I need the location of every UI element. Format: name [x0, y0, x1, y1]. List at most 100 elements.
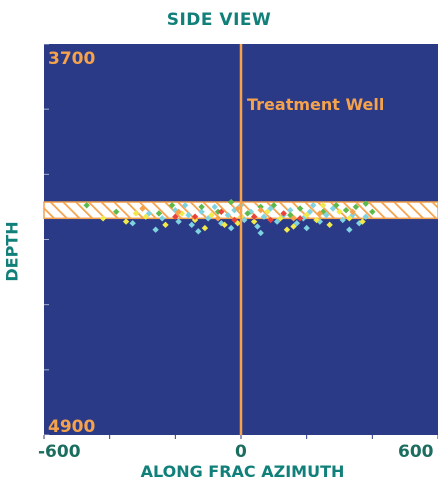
- data-point: [326, 221, 333, 229]
- data-point: [336, 208, 343, 216]
- data-point: [142, 213, 149, 220]
- data-point: [175, 218, 182, 225]
- data-point: [267, 205, 274, 212]
- data-point: [188, 221, 195, 229]
- data-point: [204, 215, 212, 222]
- data-point: [293, 220, 301, 227]
- data-point: [129, 220, 136, 227]
- x-tick-label-zero: 0: [235, 442, 247, 462]
- data-point: [290, 223, 297, 230]
- data-point: [198, 208, 205, 216]
- data-point: [319, 202, 327, 209]
- data-point: [339, 216, 346, 224]
- data-point: [152, 226, 159, 233]
- data-point: [227, 224, 235, 232]
- data-point: [175, 208, 182, 216]
- data-point: [145, 210, 153, 217]
- data-point: [250, 218, 258, 225]
- data-point: [159, 215, 166, 222]
- data-point: [234, 220, 241, 227]
- y-axis-ticks: [44, 43, 49, 436]
- treatment-well-label: Treatment Well: [247, 95, 384, 114]
- data-point: [83, 202, 90, 209]
- data-point: [329, 205, 337, 212]
- data-point: [303, 211, 310, 219]
- x-tick-label-left: -600: [38, 442, 81, 462]
- data-point: [155, 210, 163, 217]
- data-point: [303, 224, 310, 232]
- x-axis-label: ALONG FRAC AZIMUTH: [140, 462, 345, 481]
- data-point: [162, 221, 169, 229]
- data-point: [287, 206, 294, 214]
- data-point: [211, 203, 218, 211]
- data-point: [346, 226, 353, 233]
- data-point: [260, 213, 268, 220]
- data-point: [273, 218, 281, 225]
- data-point: [352, 203, 360, 211]
- data-point: [280, 210, 287, 217]
- data-point: [267, 216, 274, 224]
- data-point: [333, 202, 340, 209]
- data-point: [323, 211, 330, 219]
- x-axis-ticks: [43, 435, 438, 439]
- data-point: [113, 208, 120, 216]
- data-point: [250, 213, 258, 220]
- data-point: [214, 208, 222, 216]
- data-point: [296, 205, 304, 212]
- data-point: [198, 203, 205, 211]
- data-point: [254, 223, 261, 230]
- data-point: [369, 208, 376, 216]
- data-point: [306, 208, 314, 216]
- data-point: [310, 202, 317, 209]
- data-point: [290, 215, 297, 222]
- data-point: [99, 215, 107, 222]
- data-point: [208, 211, 215, 219]
- data-point: [300, 215, 307, 222]
- data-point: [181, 202, 189, 209]
- data-point: [346, 215, 353, 222]
- data-point: [362, 213, 369, 220]
- data-point: [122, 218, 130, 225]
- data-point: [191, 216, 199, 224]
- data-point: [270, 202, 278, 209]
- data-point: [342, 206, 350, 214]
- data-point: [283, 226, 291, 233]
- data-point: [139, 205, 146, 212]
- chart-title: SIDE VIEW: [166, 10, 272, 30]
- data-point: [132, 210, 140, 217]
- y-axis-label: DEPTH: [2, 221, 22, 282]
- data-point: [319, 208, 327, 216]
- y-tick-label-top: 3700: [48, 49, 95, 69]
- data-point: [201, 224, 209, 232]
- data-point: [257, 206, 264, 214]
- data-point: [234, 205, 241, 212]
- y-tick-label-bottom: 4900: [48, 417, 95, 437]
- data-point: [185, 211, 192, 219]
- data-point: [316, 210, 323, 217]
- data-point: [221, 221, 228, 229]
- data-point: [195, 228, 202, 235]
- data-point: [191, 213, 199, 220]
- data-point: [218, 208, 225, 216]
- data-point: [313, 216, 320, 224]
- data-point: [257, 203, 264, 211]
- data-point: [277, 215, 284, 222]
- data-point: [244, 210, 251, 217]
- data-point: [168, 202, 176, 209]
- data-point: [224, 211, 232, 219]
- data-point: [257, 229, 264, 237]
- data-point: [359, 218, 366, 225]
- x-tick-label-right: 600: [398, 442, 434, 462]
- data-point: [264, 208, 271, 216]
- data-point: [362, 200, 369, 207]
- data-point: [287, 211, 294, 219]
- data-point: [247, 208, 255, 216]
- data-point: [172, 213, 179, 220]
- data-point: [214, 215, 222, 222]
- data-point: [227, 198, 235, 206]
- data-point: [231, 216, 238, 224]
- data-point: [241, 216, 248, 224]
- data-point: [349, 211, 356, 219]
- data-point: [296, 215, 304, 222]
